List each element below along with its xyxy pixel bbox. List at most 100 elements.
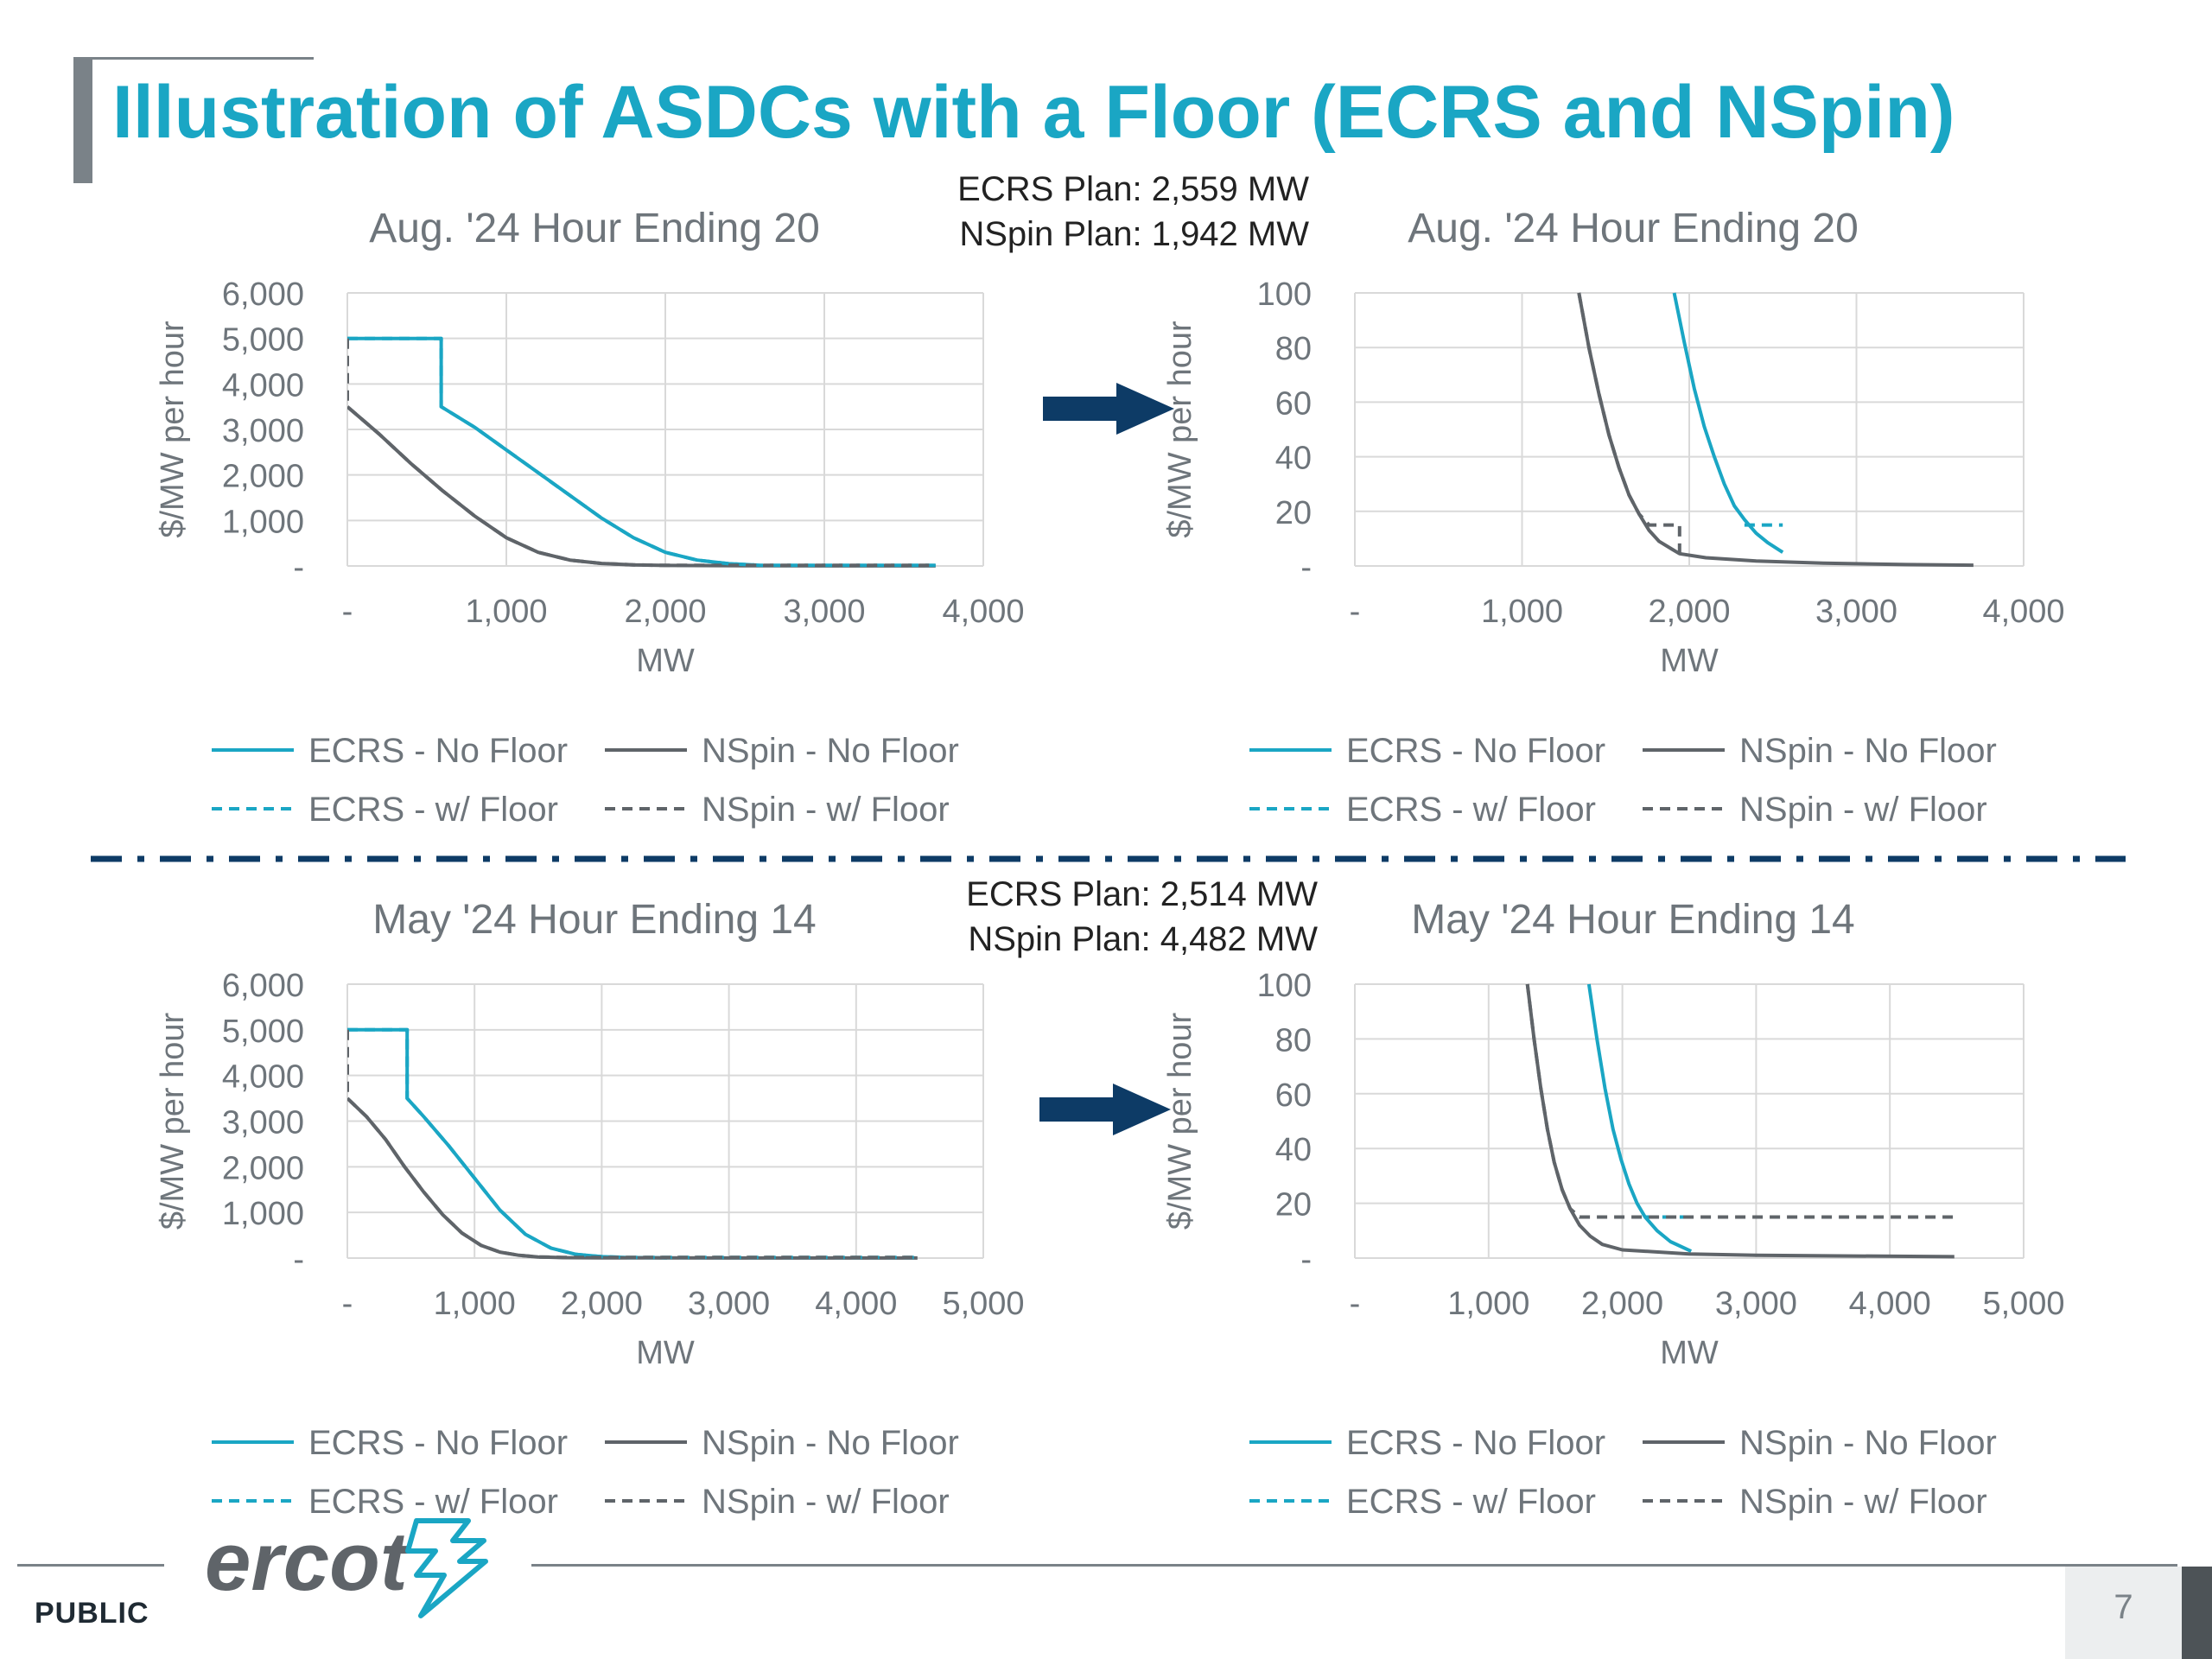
- ercot-logo-bolt: [405, 1518, 488, 1618]
- series-line-nspin-w-floor: [1577, 292, 1681, 554]
- x-tick-label: 2,000: [1648, 594, 1730, 630]
- legend-label: NSpin - No Floor: [702, 1424, 959, 1462]
- y-tick-label: 6,000: [222, 276, 304, 313]
- x-axis-title: MW: [1660, 1335, 1719, 1371]
- series-line-ecrs-w-floor: [347, 1027, 918, 1260]
- legend-label: ECRS - w/ Floor: [1346, 791, 1596, 829]
- x-tick-label: 2,000: [624, 594, 706, 630]
- chart-title: Aug. '24 Hour Ending 20: [369, 206, 820, 251]
- y-tick-label: -: [1300, 1242, 1312, 1278]
- x-tick-label: 3,000: [1715, 1286, 1797, 1322]
- y-tick-label: 100: [1257, 276, 1312, 313]
- y-tick-label: 80: [1275, 331, 1312, 367]
- y-tick-label: -: [293, 1242, 304, 1278]
- right-arrow-icon: [1039, 1084, 1171, 1135]
- legend-label: NSpin - w/ Floor: [1739, 791, 1987, 829]
- y-tick-label: 40: [1275, 1132, 1312, 1168]
- series-line-ecrs-no-floor: [1672, 292, 1784, 554]
- series-line-nspin-no-floor: [1577, 292, 1974, 568]
- legend-label: NSpin - No Floor: [1739, 732, 1997, 770]
- x-axis-title: MW: [1660, 643, 1719, 679]
- series-line-ecrs-no-floor: [347, 1027, 668, 1260]
- legend-label: ECRS - w/ Floor: [308, 1483, 558, 1521]
- series-line-nspin-w-floor: [1525, 983, 1955, 1219]
- x-tick-label: 1,000: [465, 594, 547, 630]
- ercot-logo-icon: ercot: [205, 1516, 488, 1618]
- legend-label: ECRS - No Floor: [308, 732, 568, 770]
- series-line-nspin-no-floor: [347, 1096, 918, 1260]
- y-tick-label: -: [1300, 550, 1312, 586]
- y-tick-label: 60: [1275, 385, 1312, 422]
- y-axis-title: $/MW per hour: [1162, 1013, 1198, 1230]
- y-tick-label: 5,000: [222, 322, 304, 359]
- x-tick-label: 1,000: [1447, 1286, 1529, 1322]
- y-axis-title: $/MW per hour: [155, 1013, 191, 1230]
- legend-label: NSpin - No Floor: [702, 732, 959, 770]
- y-tick-label: 80: [1275, 1022, 1312, 1058]
- right-arrow-icon: [1043, 383, 1174, 435]
- x-tick-label: 3,000: [783, 594, 865, 630]
- x-tick-label: 4,000: [942, 594, 1024, 630]
- series-line-ecrs-no-floor: [347, 336, 755, 567]
- x-tick-label: -: [1350, 594, 1361, 630]
- plan-annotation: NSpin Plan: 4,482 MW: [968, 920, 1318, 958]
- y-tick-label: 4,000: [222, 367, 304, 404]
- y-tick-label: 2,000: [222, 1150, 304, 1186]
- page-title: Illustration of ASDCs with a Floor (ECRS…: [112, 71, 1955, 154]
- x-axis-title: MW: [636, 643, 695, 679]
- y-tick-label: 4,000: [222, 1059, 304, 1096]
- page-number: 7: [2113, 1588, 2133, 1626]
- x-tick-label: 1,000: [1481, 594, 1563, 630]
- y-tick-label: 6,000: [222, 968, 304, 1004]
- legend-label: ECRS - w/ Floor: [1346, 1483, 1596, 1521]
- x-tick-label: 4,000: [1849, 1286, 1931, 1322]
- plan-annotation: ECRS Plan: 2,559 MW: [957, 170, 1309, 208]
- y-tick-label: 40: [1275, 441, 1312, 477]
- page-number-accent: [2182, 1567, 2212, 1659]
- series-line-ecrs-no-floor: [1586, 983, 1693, 1253]
- y-tick-label: 1,000: [222, 504, 304, 540]
- y-tick-label: 2,000: [222, 459, 304, 495]
- page-number-box: [2065, 1567, 2182, 1659]
- ercot-logo-text: ercot: [205, 1516, 411, 1608]
- legend-label: NSpin - w/ Floor: [702, 1483, 950, 1521]
- x-tick-label: -: [342, 594, 353, 630]
- legend-label: ECRS - No Floor: [308, 1424, 568, 1462]
- y-tick-label: 20: [1275, 495, 1312, 531]
- footer-public-label: PUBLIC: [35, 1597, 149, 1630]
- legend-label: NSpin - w/ Floor: [702, 791, 950, 829]
- y-tick-label: 100: [1257, 968, 1312, 1004]
- chart-title: May '24 Hour Ending 14: [1411, 897, 1854, 943]
- x-tick-label: 1,000: [434, 1286, 516, 1322]
- legend-label: NSpin - w/ Floor: [1739, 1483, 1987, 1521]
- x-tick-label: -: [342, 1286, 353, 1322]
- y-tick-label: -: [293, 550, 304, 586]
- legend-label: NSpin - No Floor: [1739, 1424, 1997, 1462]
- y-tick-label: 20: [1275, 1187, 1312, 1224]
- y-tick-label: 3,000: [222, 413, 304, 449]
- x-tick-label: 3,000: [688, 1286, 770, 1322]
- y-tick-label: 5,000: [222, 1014, 304, 1050]
- chart-title: May '24 Hour Ending 14: [372, 897, 816, 943]
- y-tick-label: 3,000: [222, 1105, 304, 1141]
- footer-line-right: [531, 1564, 2177, 1567]
- x-tick-label: 5,000: [1982, 1286, 2064, 1322]
- series-line-nspin-w-floor: [347, 1029, 918, 1260]
- y-tick-label: 1,000: [222, 1196, 304, 1232]
- footer-line-left: [17, 1564, 164, 1567]
- x-tick-label: 3,000: [1815, 594, 1897, 630]
- x-tick-label: 4,000: [815, 1286, 897, 1322]
- series-line-nspin-w-floor: [347, 338, 936, 568]
- x-tick-label: 2,000: [561, 1286, 643, 1322]
- plan-annotation: NSpin Plan: 1,942 MW: [959, 215, 1309, 253]
- series-line-ecrs-w-floor: [347, 336, 936, 568]
- y-tick-label: 60: [1275, 1077, 1312, 1114]
- x-axis-title: MW: [636, 1335, 695, 1371]
- chart-title: Aug. '24 Hour Ending 20: [1408, 206, 1859, 251]
- x-tick-label: 5,000: [942, 1286, 1024, 1322]
- y-axis-title: $/MW per hour: [1162, 321, 1198, 538]
- x-tick-label: -: [1350, 1286, 1361, 1322]
- legend-label: ECRS - No Floor: [1346, 732, 1605, 770]
- legend-label: ECRS - w/ Floor: [308, 791, 558, 829]
